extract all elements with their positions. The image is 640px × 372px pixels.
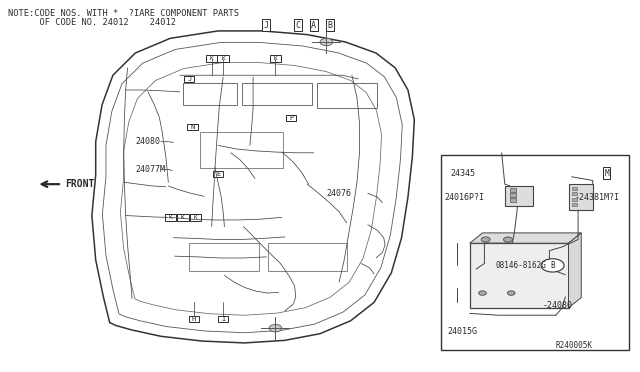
Bar — [164, 214, 176, 221]
Text: 24015G: 24015G — [447, 327, 477, 336]
Bar — [189, 243, 259, 271]
Bar — [188, 124, 198, 130]
Bar — [177, 214, 189, 221]
Bar — [218, 55, 229, 62]
Bar — [183, 83, 237, 105]
Text: J: J — [263, 21, 268, 30]
Text: -24381M?I: -24381M?I — [575, 193, 620, 202]
Text: E: E — [216, 171, 220, 177]
Bar — [268, 243, 348, 271]
Bar — [213, 171, 223, 177]
Text: P: P — [289, 115, 294, 121]
Text: K: K — [210, 56, 214, 61]
Text: 24345: 24345 — [451, 169, 476, 177]
Text: OF CODE NO. 24012    24012: OF CODE NO. 24012 24012 — [8, 18, 176, 27]
Circle shape — [269, 324, 282, 332]
Bar — [286, 115, 296, 121]
Bar — [572, 192, 577, 195]
Text: -24080: -24080 — [543, 301, 573, 311]
Polygon shape — [568, 233, 581, 308]
Bar — [510, 198, 516, 202]
Bar — [441, 155, 629, 350]
Text: K: K — [181, 215, 185, 220]
Bar — [190, 214, 202, 221]
Bar — [200, 132, 283, 167]
Text: C: C — [295, 21, 300, 30]
Text: NOTE:CODE NOS. WITH *  ?IARE COMPONENT PARTS: NOTE:CODE NOS. WITH * ?IARE COMPONENT PA… — [8, 9, 239, 18]
Circle shape — [481, 237, 490, 242]
Bar — [243, 83, 312, 105]
Text: 24016P?I: 24016P?I — [444, 193, 484, 202]
Bar — [189, 316, 199, 322]
Text: K: K — [221, 56, 225, 61]
Text: I: I — [221, 316, 225, 322]
Polygon shape — [470, 233, 581, 243]
Text: B: B — [327, 21, 332, 30]
Bar — [317, 83, 378, 109]
Text: J: J — [188, 76, 191, 82]
Text: K: K — [168, 215, 172, 220]
Text: N: N — [191, 124, 195, 130]
Text: FRONT: FRONT — [65, 179, 95, 189]
Bar — [572, 203, 577, 206]
Text: 24080: 24080 — [135, 137, 160, 146]
Circle shape — [320, 38, 333, 46]
Bar — [206, 55, 218, 62]
Text: K: K — [273, 56, 277, 61]
Text: H: H — [192, 316, 196, 322]
Text: R240005K: R240005K — [556, 341, 593, 350]
Circle shape — [541, 259, 564, 272]
Bar — [572, 187, 577, 190]
Bar — [269, 55, 281, 62]
Text: B: B — [550, 261, 555, 270]
Circle shape — [508, 291, 515, 295]
Bar — [568, 184, 593, 210]
Bar — [572, 198, 577, 201]
Text: 24077M: 24077M — [135, 165, 165, 174]
Bar — [505, 186, 534, 206]
Bar — [218, 316, 228, 322]
Text: A: A — [311, 21, 316, 30]
Text: 24076: 24076 — [326, 189, 351, 198]
Circle shape — [504, 237, 513, 242]
Bar — [510, 188, 516, 192]
Circle shape — [479, 291, 486, 295]
Text: 08146-8162G: 08146-8162G — [495, 261, 546, 270]
Text: M: M — [604, 169, 609, 177]
Bar — [470, 243, 568, 308]
Text: K: K — [194, 215, 198, 220]
Bar — [184, 76, 195, 82]
Bar — [510, 193, 516, 197]
